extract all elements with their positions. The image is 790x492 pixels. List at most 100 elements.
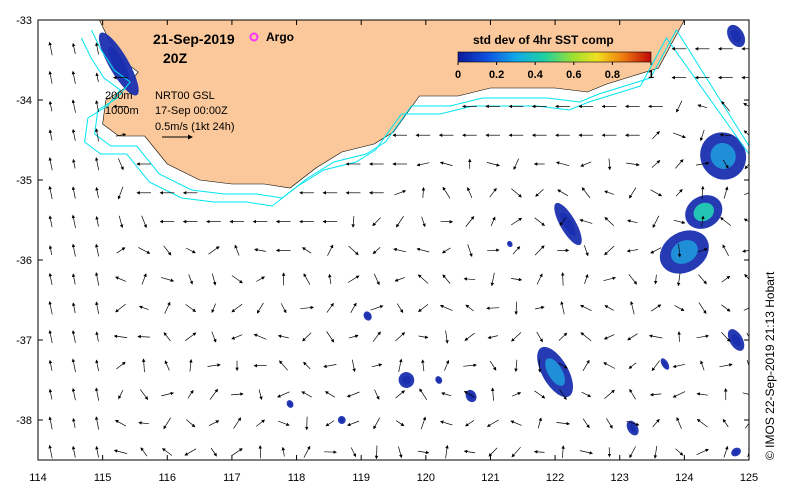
current-vector [491, 387, 495, 401]
current-vector [700, 360, 705, 371]
current-vector [95, 216, 99, 227]
current-vector [231, 334, 243, 340]
current-vector [398, 358, 403, 372]
current-vector [48, 416, 53, 430]
current-vector [651, 160, 661, 168]
current-vector [117, 158, 124, 171]
current-vector [95, 272, 100, 286]
current-vector [302, 247, 312, 254]
current-vector [582, 418, 590, 429]
current-vector [48, 359, 53, 371]
current-vector [373, 273, 380, 286]
current-vector [231, 303, 243, 313]
current-vector [116, 361, 126, 370]
x-tick-label: 115 [94, 472, 112, 484]
current-vector [555, 161, 570, 167]
current-vector [463, 449, 476, 454]
current-vector [372, 331, 381, 342]
current-vector [346, 391, 360, 398]
current-vector [560, 272, 565, 286]
current-vector [650, 247, 662, 254]
current-vector [512, 246, 521, 255]
current-vector [627, 219, 638, 224]
current-vector [513, 158, 520, 171]
sst-patch [660, 358, 670, 370]
current-vector [417, 450, 430, 455]
current-vector [95, 243, 100, 257]
current-vector [138, 305, 149, 310]
current-vector [721, 304, 731, 312]
current-vector [675, 188, 683, 197]
current-vector [163, 245, 172, 256]
current-vector [118, 215, 124, 229]
current-vector [141, 273, 147, 285]
current-vector [163, 417, 171, 430]
current-vector [48, 129, 53, 141]
current-vector [207, 363, 221, 367]
current-vector [279, 360, 288, 371]
x-axis-ticks: 114 115 116 117 118 119 120 121 122 123 124 125 [29, 20, 758, 484]
isobath-200m [90, 29, 749, 199]
current-vector [48, 157, 53, 171]
current-vector [71, 387, 76, 401]
current-vector [323, 364, 337, 368]
current-vector [113, 334, 128, 339]
colorbar-title: std dev of 4hr SST comp [473, 33, 614, 47]
current-vector [347, 420, 360, 427]
current-vector [162, 448, 173, 456]
current-vector [697, 248, 708, 253]
current-vector [95, 301, 100, 314]
current-vector [536, 331, 543, 343]
colorbar-tick-label: 0.4 [528, 69, 544, 81]
current-vector [487, 248, 500, 252]
current-vector [141, 358, 146, 373]
current-vector [256, 276, 266, 282]
current-vector [186, 419, 196, 428]
current-vector [138, 247, 151, 254]
current-vector [672, 363, 686, 369]
current-vector [722, 159, 729, 169]
argo-legend-icon [249, 32, 259, 42]
current-vector [698, 274, 707, 285]
current-vector [185, 247, 196, 254]
current-vector [188, 274, 193, 285]
current-vector [233, 417, 242, 429]
current-vector [396, 420, 405, 427]
current-vector [115, 133, 127, 137]
current-vector [652, 418, 660, 428]
current-vector [71, 42, 76, 55]
current-vector [326, 331, 335, 343]
current-vector [673, 219, 686, 225]
isobath-1000m-label: 1000m [105, 105, 139, 117]
current-vector [579, 450, 593, 455]
current-vector [95, 186, 99, 199]
current-vector [351, 216, 355, 228]
current-vector [440, 420, 453, 426]
current-vector [302, 332, 312, 342]
current-vector [604, 190, 615, 195]
current-vector [95, 157, 100, 171]
current-vector [71, 128, 76, 141]
current-vector [490, 216, 496, 227]
current-vector [579, 218, 593, 224]
current-vector [115, 276, 126, 282]
product-valid-time: 17-Sep 00:00Z [155, 105, 228, 117]
current-vector [628, 362, 637, 369]
y-tick-label: -34 [16, 95, 32, 107]
current-vector [627, 333, 638, 341]
current-vector [490, 272, 495, 287]
current-vector [278, 420, 290, 426]
current-vector [511, 277, 523, 282]
sst-patch [286, 400, 294, 408]
current-vector [514, 359, 518, 373]
current-vector [465, 216, 475, 227]
current-vector [465, 304, 474, 312]
argo-legend-label: Argo [266, 30, 294, 44]
current-vector [584, 273, 589, 284]
current-vector [628, 274, 638, 285]
current-vector [393, 247, 407, 253]
current-vector [116, 247, 126, 254]
current-vector [370, 305, 384, 311]
current-vector [72, 158, 76, 169]
current-vector [211, 273, 217, 286]
